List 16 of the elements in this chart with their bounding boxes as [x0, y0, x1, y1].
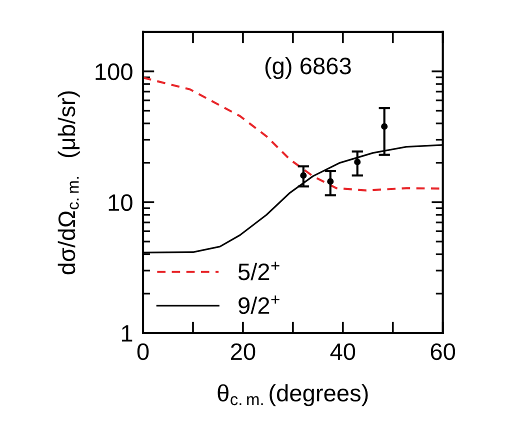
y-tick-label: 1 [122, 325, 132, 342]
x-axis-title: θ$_{c.m.}$(degrees) [218, 384, 368, 406]
y-tick-label: 10 [108, 194, 132, 211]
legend-label: 9/2$^{+}$ [238, 296, 280, 314]
point [300, 172, 307, 179]
y-tick-label: 100 [96, 63, 132, 80]
point [354, 158, 361, 166]
x-tick-label: 60 [430, 343, 456, 360]
legend-label: 5/2$^{+}$ [238, 262, 280, 280]
x-tick-label: 20 [231, 343, 256, 360]
point [327, 178, 334, 185]
x-tick-label: 40 [330, 343, 356, 360]
text: dσ/dΩ$_{c.m.}$ (μb/sr) [58, 91, 80, 274]
x-tick-label: 0 [137, 343, 149, 360]
point [381, 123, 388, 130]
annotation: (g) 6863 [265, 57, 351, 80]
